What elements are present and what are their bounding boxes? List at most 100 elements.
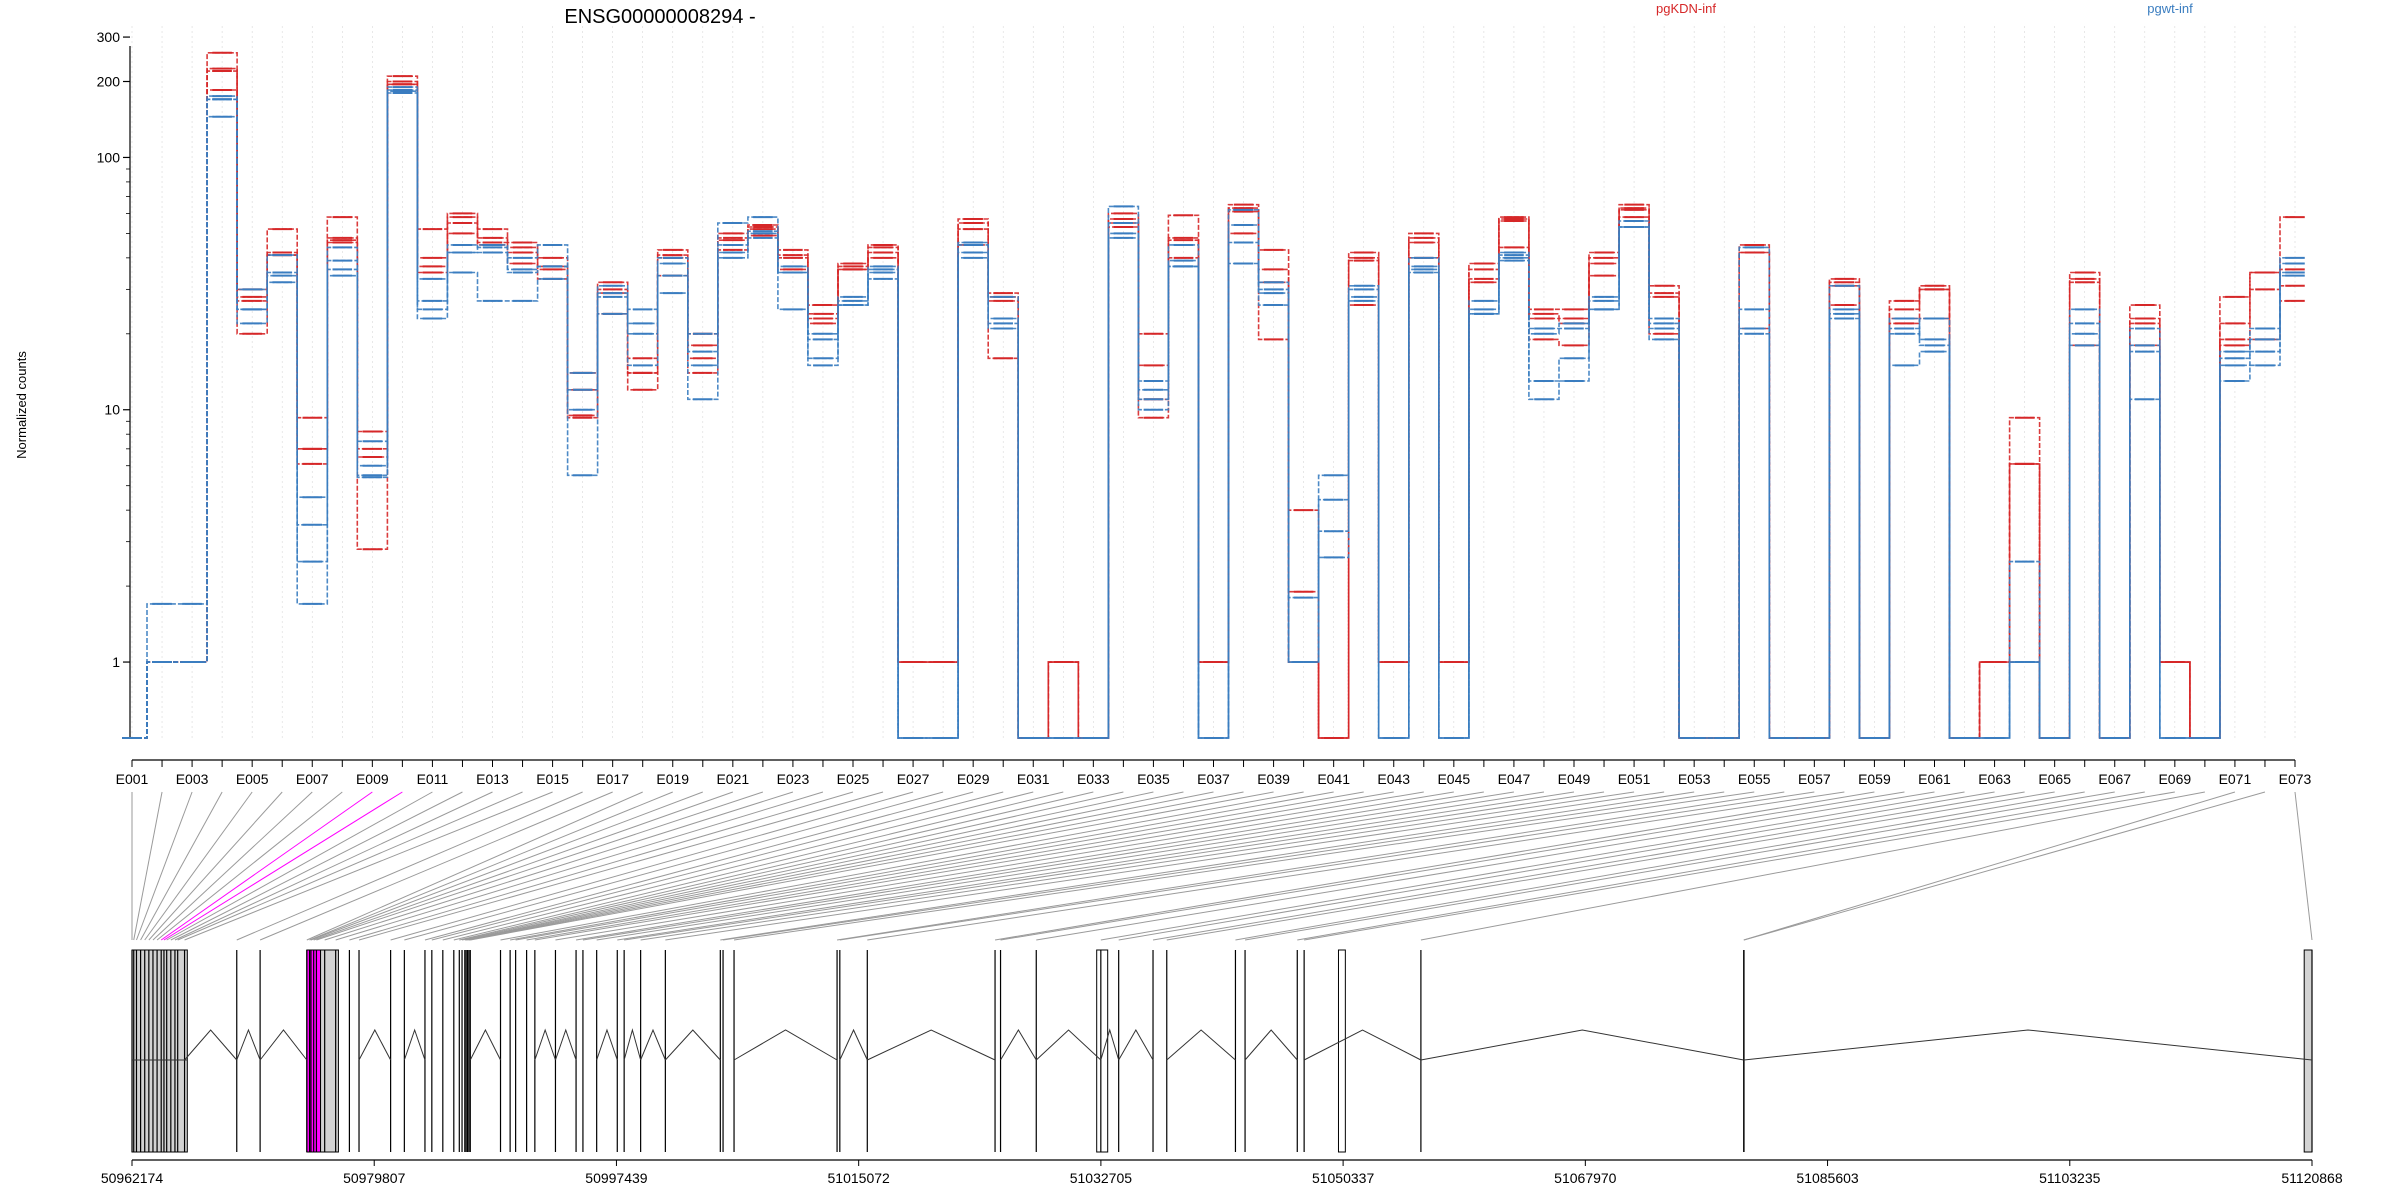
exon-link-E037: [467, 791, 1214, 941]
exon-link-E002: [133, 791, 163, 941]
exon-link-E044: [534, 791, 1424, 941]
legend-label-pgKDN: pgKDN-inf: [1656, 1, 1716, 16]
series-pgKDN-inf-4: [130, 83, 2295, 739]
exon-link-E022: [316, 791, 764, 941]
exon-link-E023: [324, 791, 794, 941]
exon-link-E049: [617, 791, 1575, 941]
exon-link-E014: [177, 791, 523, 941]
exon-link-E070: [1420, 791, 2205, 941]
gridlines: [131, 26, 2296, 740]
intron-67: [1244, 1029, 1298, 1061]
x-tick-label-E049: E049: [1558, 771, 1591, 787]
intron-70: [1420, 1029, 1744, 1061]
exon-link-E006: [148, 791, 283, 941]
intron-58: [867, 1029, 996, 1061]
x-tick-label-E041: E041: [1317, 771, 1350, 787]
exon-link-E034: [461, 791, 1124, 941]
legend-label-pgwt: pgwt-inf: [2147, 1, 2193, 16]
intron-63: [1118, 1028, 1154, 1061]
intron-52: [664, 1029, 721, 1061]
exon-link-E046: [575, 791, 1484, 941]
exon-link-E009: [160, 791, 373, 941]
intron-17: [259, 1029, 308, 1061]
intron-57: [839, 1028, 868, 1061]
exon-link-E045: [555, 791, 1454, 941]
x-tick-label-E059: E059: [1858, 771, 1891, 787]
exon-link-E032: [453, 791, 1064, 941]
exon-link-E071: [1743, 791, 2236, 941]
exon-link-E028: [404, 791, 944, 941]
exon-link-E048: [596, 791, 1545, 941]
exon-block-4: [1096, 949, 1109, 1153]
exon-link-E036: [466, 791, 1184, 941]
exon-link-E038: [468, 791, 1244, 941]
intron-16: [236, 1028, 261, 1061]
x-tick-label-E013: E013: [476, 771, 509, 787]
exon-link-E066: [1235, 791, 2085, 941]
exon-link-E041: [510, 791, 1334, 941]
exon-link-E013: [174, 791, 493, 941]
x-axis: E001 E003 E005 E007 E009 E011 E013 E015 E017 E019…: [116, 759, 2312, 787]
exon-link-E065: [1166, 791, 2055, 941]
genome-tick-label-51050337: 51050337: [1312, 1170, 1375, 1186]
y-tick-label-200: 200: [97, 73, 121, 89]
exon-link-E072: [1743, 791, 2266, 941]
exon-link-E015: [184, 791, 553, 941]
exon-link-E026: [358, 791, 884, 941]
chart-title: ENSG00000008294 -: [564, 6, 755, 28]
x-tick-label-E069: E069: [2158, 771, 2191, 787]
genome-tick-label-51085603: 51085603: [1796, 1170, 1859, 1186]
x-tick-label-E035: E035: [1137, 771, 1170, 787]
exon-link-E027: [390, 791, 914, 941]
exon-link-layer: [131, 791, 2313, 941]
genome-tick-label-51103235: 51103235: [2039, 1170, 2100, 1186]
exon-link-E029: [424, 791, 974, 941]
intron-48: [596, 1028, 618, 1061]
exon-link-E004: [140, 791, 223, 941]
intron-50: [623, 1028, 642, 1061]
exon-link-E068: [1297, 791, 2145, 941]
x-tick-label-E015: E015: [536, 771, 569, 787]
y-tick-label-100: 100: [97, 149, 121, 165]
intron-55: [733, 1029, 838, 1061]
exon-link-E031: [442, 791, 1034, 941]
exon-link-E052: [665, 791, 1665, 941]
series-pgKDN-inf-1: [130, 52, 2295, 739]
genome-tick-label-51120868: 51120868: [2281, 1170, 2342, 1186]
exon-link-E003: [136, 791, 193, 941]
y-tick-label-300: 300: [97, 29, 121, 45]
genome-tick-label-50962174: 50962174: [101, 1170, 164, 1186]
exon-link-E024: [335, 791, 824, 941]
exon-link-E053: [720, 791, 1695, 941]
series-pgKDN-inf-3: [130, 70, 2295, 739]
exon-link-E030: [431, 791, 1004, 941]
intron-72: [1743, 1029, 2313, 1061]
intron-15: [184, 1029, 238, 1061]
exon-link-E064: [1152, 791, 2025, 941]
x-tick-label-E051: E051: [1618, 771, 1651, 787]
exon-link-E059: [994, 791, 1875, 941]
exon-link-E063: [1118, 791, 1995, 941]
exon-link-E054: [722, 791, 1725, 941]
y-tick-label-10: 10: [104, 402, 120, 418]
exon-link-E062: [1100, 791, 1965, 941]
exon-link-E060: [1000, 791, 1905, 941]
exon-link-E007: [152, 791, 313, 941]
x-tick-label-E017: E017: [596, 771, 629, 787]
exon-link-E010: [163, 791, 403, 941]
genome-tick-label-51032705: 51032705: [1070, 1170, 1133, 1186]
x-tick-label-E001: E001: [116, 771, 149, 787]
intron-44: [534, 1028, 556, 1061]
series-pgwt-inf-6: [130, 89, 2295, 739]
x-tick-label-E043: E043: [1377, 771, 1410, 787]
exon-link-E020: [310, 791, 703, 941]
intron-69: [1303, 1029, 1422, 1061]
x-tick-label-E005: E005: [236, 771, 269, 787]
intron-26: [358, 1028, 392, 1061]
genome-axis: 50962174 50979807 50997439 51015072 51032705…: [101, 1159, 2343, 1186]
x-tick-label-E063: E063: [1978, 771, 2011, 787]
exon-link-E012: [170, 791, 463, 941]
intron-39: [469, 1028, 501, 1061]
exon-link-E005: [144, 791, 253, 941]
